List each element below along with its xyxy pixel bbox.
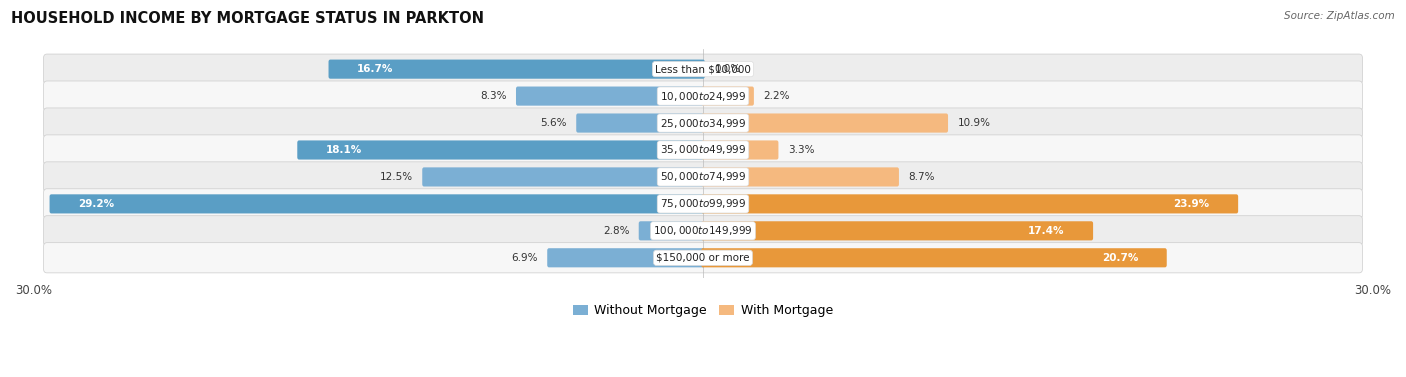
Text: 16.7%: 16.7% (357, 64, 394, 74)
Text: 10.9%: 10.9% (957, 118, 990, 128)
FancyBboxPatch shape (44, 243, 1362, 273)
FancyBboxPatch shape (576, 113, 704, 133)
FancyBboxPatch shape (702, 194, 1239, 213)
Text: $25,000 to $34,999: $25,000 to $34,999 (659, 116, 747, 130)
FancyBboxPatch shape (44, 189, 1362, 219)
FancyBboxPatch shape (297, 140, 704, 159)
FancyBboxPatch shape (44, 54, 1362, 84)
Text: 20.7%: 20.7% (1102, 253, 1139, 263)
FancyBboxPatch shape (422, 167, 704, 187)
FancyBboxPatch shape (44, 162, 1362, 192)
FancyBboxPatch shape (547, 248, 704, 267)
FancyBboxPatch shape (702, 248, 1167, 267)
FancyBboxPatch shape (44, 108, 1362, 138)
Text: 29.2%: 29.2% (79, 199, 114, 209)
Text: $50,000 to $74,999: $50,000 to $74,999 (659, 170, 747, 184)
Text: $10,000 to $24,999: $10,000 to $24,999 (659, 90, 747, 103)
FancyBboxPatch shape (702, 140, 779, 159)
FancyBboxPatch shape (516, 87, 704, 106)
FancyBboxPatch shape (44, 135, 1362, 165)
Text: 2.2%: 2.2% (763, 91, 790, 101)
Text: 18.1%: 18.1% (326, 145, 363, 155)
FancyBboxPatch shape (329, 60, 704, 79)
Text: $150,000 or more: $150,000 or more (657, 253, 749, 263)
FancyBboxPatch shape (49, 194, 704, 213)
Text: $100,000 to $149,999: $100,000 to $149,999 (654, 224, 752, 238)
Text: 5.6%: 5.6% (540, 118, 567, 128)
Text: 3.3%: 3.3% (787, 145, 814, 155)
FancyBboxPatch shape (702, 221, 1092, 241)
Text: Less than $10,000: Less than $10,000 (655, 64, 751, 74)
FancyBboxPatch shape (702, 167, 898, 187)
Text: 12.5%: 12.5% (380, 172, 413, 182)
Text: 23.9%: 23.9% (1174, 199, 1209, 209)
Text: 8.3%: 8.3% (479, 91, 506, 101)
FancyBboxPatch shape (702, 113, 948, 133)
Text: $75,000 to $99,999: $75,000 to $99,999 (659, 198, 747, 210)
Text: HOUSEHOLD INCOME BY MORTGAGE STATUS IN PARKTON: HOUSEHOLD INCOME BY MORTGAGE STATUS IN P… (11, 11, 484, 26)
Text: 17.4%: 17.4% (1028, 226, 1064, 236)
FancyBboxPatch shape (638, 221, 704, 241)
FancyBboxPatch shape (702, 87, 754, 106)
Text: 2.8%: 2.8% (603, 226, 630, 236)
Legend: Without Mortgage, With Mortgage: Without Mortgage, With Mortgage (568, 299, 838, 322)
FancyBboxPatch shape (44, 216, 1362, 246)
Text: 6.9%: 6.9% (512, 253, 538, 263)
Text: $35,000 to $49,999: $35,000 to $49,999 (659, 144, 747, 156)
Text: 0.0%: 0.0% (714, 64, 741, 74)
FancyBboxPatch shape (44, 81, 1362, 111)
Text: 8.7%: 8.7% (908, 172, 935, 182)
Text: Source: ZipAtlas.com: Source: ZipAtlas.com (1284, 11, 1395, 21)
